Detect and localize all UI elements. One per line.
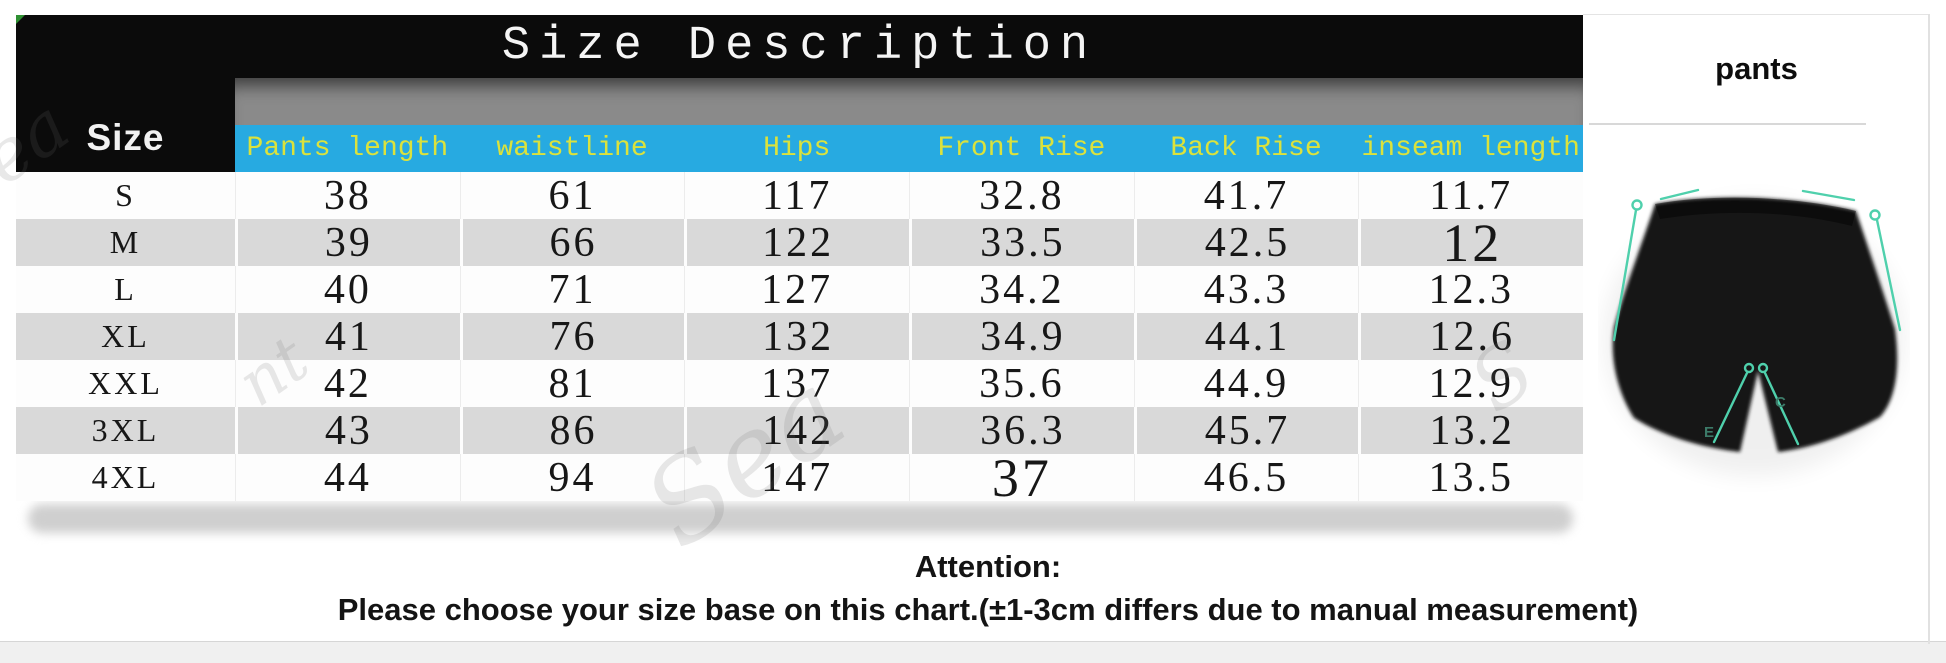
value-cell: 76 — [459, 313, 685, 360]
value-cell: 86 — [459, 407, 685, 454]
value-cell: 147 — [684, 454, 909, 501]
value-cell: 34.9 — [909, 313, 1134, 360]
attention-heading: Attention: — [914, 549, 1062, 584]
value-cell: 81 — [459, 360, 685, 407]
measure-dot-left — [1631, 199, 1643, 211]
size-column-header: Size — [16, 78, 235, 172]
value-cell: 38 — [235, 172, 460, 219]
measure-tick-top-left — [1659, 188, 1700, 201]
table-row: XL 41 76 132 34.9 44.1 12.6 — [16, 313, 1583, 360]
annotation-letter-c: C — [1775, 394, 1786, 411]
column-header: Pants length — [246, 133, 449, 164]
size-cell: 3XL — [91, 412, 160, 448]
value-cell: 41 — [235, 313, 460, 360]
value-cell: 37 — [909, 448, 1134, 508]
column-header: Back Rise — [1170, 133, 1322, 164]
annotation-letter-e: E — [1704, 424, 1714, 441]
value-cell: 40 — [235, 266, 460, 313]
measure-line-right — [1875, 218, 1902, 332]
column-headers: Pants length waistline Hips Front Rise Back … — [235, 125, 1583, 172]
size-cell: XXL — [88, 365, 163, 401]
size-cell: 4XL — [91, 459, 160, 495]
value-cell: 41.7 — [1133, 172, 1359, 219]
value-cell: 46.5 — [1133, 454, 1359, 501]
value-cell: 142 — [684, 407, 909, 454]
attention-note: Attention: Please choose your size base … — [30, 549, 1946, 628]
column-header: Hips — [763, 133, 831, 164]
value-cell: 45.7 — [1133, 407, 1359, 454]
value-cell: 12.3 — [1358, 266, 1583, 313]
value-cell: 34.2 — [909, 266, 1134, 313]
inseam-line-left — [1712, 371, 1749, 444]
table-row: L 40 71 127 34.2 43.3 12.3 — [16, 266, 1583, 313]
side-panel-divider — [1589, 123, 1866, 125]
side-panel-title: pants — [1715, 51, 1798, 86]
column-header: Front Rise — [937, 133, 1106, 164]
value-cell: 11.7 — [1358, 172, 1583, 219]
value-cell: 44 — [235, 454, 460, 501]
value-cell: 43.3 — [1133, 266, 1359, 313]
title-bar: Size Description — [16, 15, 1583, 78]
value-cell: 13.2 — [1358, 407, 1583, 454]
value-cell: 35.6 — [909, 360, 1134, 407]
measure-dot-right — [1869, 209, 1881, 221]
value-cell: 43 — [235, 407, 460, 454]
size-label: Size — [86, 117, 165, 158]
value-cell: 32.8 — [909, 172, 1134, 219]
bottom-strip — [0, 641, 1946, 663]
value-cell: 122 — [684, 219, 909, 266]
table-row: S 38 61 117 32.8 41.7 11.7 — [16, 172, 1583, 219]
size-cell: L — [114, 271, 137, 307]
side-panel-right-border — [1928, 14, 1930, 644]
measurement-lines-icon — [1612, 188, 1902, 446]
value-cell: 44.1 — [1133, 313, 1359, 360]
size-cell: XL — [101, 318, 150, 354]
value-cell: 39 — [235, 219, 460, 266]
smudge-band — [28, 504, 1573, 533]
size-cell: S — [115, 177, 136, 213]
value-cell: 61 — [459, 172, 685, 219]
value-cell: 33.5 — [909, 219, 1134, 266]
value-cell: 127 — [684, 266, 909, 313]
column-header: inseam length — [1361, 133, 1580, 164]
crotch-dot-right — [1757, 362, 1769, 374]
value-cell: 12.9 — [1358, 360, 1583, 407]
value-cell: 42 — [235, 360, 460, 407]
waistband-shading — [1655, 197, 1856, 226]
column-header: waistline — [496, 133, 648, 164]
value-cell: 94 — [459, 454, 685, 501]
page-title: Size Description — [501, 20, 1098, 73]
value-cell: 12 — [1358, 213, 1583, 273]
table-row: M 39 66 122 33.5 42.5 12 — [16, 213, 1583, 273]
measure-line-left — [1612, 208, 1638, 342]
value-cell: 42.5 — [1133, 219, 1359, 266]
side-panel-top-border — [1583, 14, 1930, 15]
value-cell: 132 — [684, 313, 909, 360]
measure-tick-top-right — [1801, 189, 1856, 202]
crotch-dot-left — [1743, 362, 1755, 374]
table-row: 3XL 43 86 142 36.3 45.7 13.2 — [16, 407, 1583, 454]
attention-body: Please choose your size base on this cha… — [337, 592, 1639, 627]
table-row: XXL 42 81 137 35.6 44.9 12.9 — [16, 360, 1583, 407]
table-body: S 38 61 117 32.8 41.7 11.7 M 39 66 122 33.5 42.5 12 L 4… — [16, 172, 1583, 508]
size-cell: M — [109, 224, 142, 260]
pants-photo: E C — [1604, 188, 1904, 476]
inseam-line-right — [1763, 371, 1800, 446]
value-cell: 137 — [684, 360, 909, 407]
value-cell: 36.3 — [909, 407, 1134, 454]
value-cell: 13.5 — [1358, 454, 1583, 501]
value-cell: 12.6 — [1358, 313, 1583, 360]
shorts-silhouette — [1612, 197, 1898, 452]
value-cell: 44.9 — [1133, 360, 1359, 407]
gray-band — [235, 78, 1583, 125]
value-cell: 71 — [459, 266, 685, 313]
value-cell: 117 — [684, 172, 909, 219]
value-cell: 66 — [459, 219, 685, 266]
table-row: 4XL 44 94 147 37 46.5 13.5 — [16, 448, 1583, 508]
corner-artifact — [16, 15, 25, 24]
